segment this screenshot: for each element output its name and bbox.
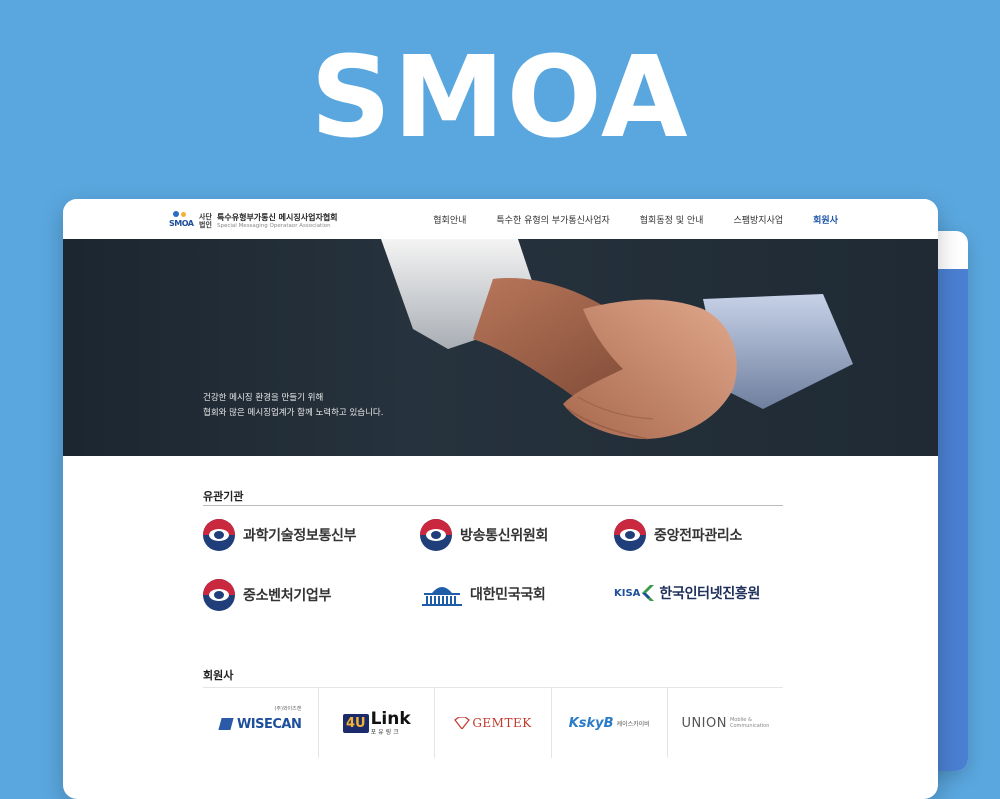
kskyb-logo-icon: KskyB 케이스카이비	[568, 715, 650, 731]
members-logo-row: (주)와이즈캔 WISECAN 4U Link 포유링크 GEMTEK Ksky	[203, 687, 783, 758]
gov-emblem-icon	[203, 519, 235, 551]
hero-title: SMOA	[310, 33, 690, 163]
nav-item-news[interactable]: 협회동정 및 안내	[639, 215, 704, 226]
4ulink-logo-icon: 4U Link 포유링크	[342, 710, 411, 736]
related-orgs-divider	[203, 505, 783, 506]
gemtek-logo-icon: GEMTEK	[454, 716, 531, 730]
nav-item-anti-spam[interactable]: 스팸방지사업	[733, 215, 784, 226]
member-union[interactable]: UNION Mobile & Communication	[668, 688, 783, 758]
banner-line-2: 협회와 많은 메시징업계가 함께 노력하고 있습니다.	[203, 408, 384, 418]
member-kskyb[interactable]: KskyB 케이스카이비	[552, 688, 668, 758]
org-crms[interactable]: 중앙전파관리소	[614, 519, 742, 551]
nav-item-special-operators[interactable]: 특수한 유형의 부가통신사업자	[496, 215, 610, 226]
site-logo[interactable]: SMOA 사단 법인 특수유형부가통신 메시징사업자협회 Special Mes…	[169, 210, 338, 232]
org-kisa[interactable]: KISA 한국인터넷진흥원	[614, 584, 761, 602]
national-assembly-icon	[422, 587, 462, 606]
logo-prefix: 사단 법인	[199, 213, 212, 229]
logo-name-ko: 특수유형부가통신 메시징사업자협회	[217, 212, 338, 222]
members-title: 회원사	[203, 669, 234, 682]
org-national-assembly[interactable]: 대한민국국회	[420, 581, 546, 607]
banner-line-1: 건강한 메시징 환경을 만들기 위해	[203, 393, 324, 403]
nav-item-members[interactable]: 회원사	[813, 215, 838, 226]
gov-emblem-icon	[420, 519, 452, 551]
nav-item-about[interactable]: 협회안내	[433, 215, 467, 226]
kisa-logo-icon: KISA	[614, 584, 655, 602]
main-nav: 협회안내 특수한 유형의 부가통신사업자 협회동정 및 안내 스팸방지사업 회원…	[403, 199, 838, 239]
member-wisecan[interactable]: (주)와이즈캔 WISECAN	[203, 688, 320, 758]
logo-text: 특수유형부가통신 메시징사업자협회 Special Messaging Oper…	[217, 213, 338, 230]
org-kcc[interactable]: 방송통신위원회	[420, 519, 548, 551]
member-gemtek[interactable]: GEMTEK	[435, 688, 552, 758]
gov-emblem-icon	[203, 579, 235, 611]
member-4ulink[interactable]: 4U Link 포유링크	[319, 688, 436, 758]
wisecan-logo-icon: (주)와이즈캔 WISECAN	[218, 706, 302, 733]
gov-emblem-icon	[614, 519, 646, 551]
related-orgs-title: 유관기관	[203, 490, 244, 503]
handshake-image	[381, 239, 853, 440]
site-header: SMOA 사단 법인 특수유형부가통신 메시징사업자협회 Special Mes…	[63, 199, 938, 240]
union-logo-icon: UNION Mobile & Communication	[681, 715, 770, 731]
website-mockup: SMOA 사단 법인 특수유형부가통신 메시징사업자협회 Special Mes…	[63, 199, 938, 799]
org-msit[interactable]: 과학기술정보통신부	[203, 519, 357, 551]
logo-name-en: Special Messaging Operataor Association	[217, 222, 331, 229]
smoa-logo-icon: SMOA	[169, 211, 195, 231]
banner-caption: 건강한 메시징 환경을 만들기 위해 협회와 많은 메시징업계가 함께 노력하고…	[203, 391, 383, 421]
hero-banner: 건강한 메시징 환경을 만들기 위해 협회와 많은 메시징업계가 함께 노력하고…	[63, 239, 938, 456]
org-mss[interactable]: 중소벤처기업부	[203, 579, 331, 611]
